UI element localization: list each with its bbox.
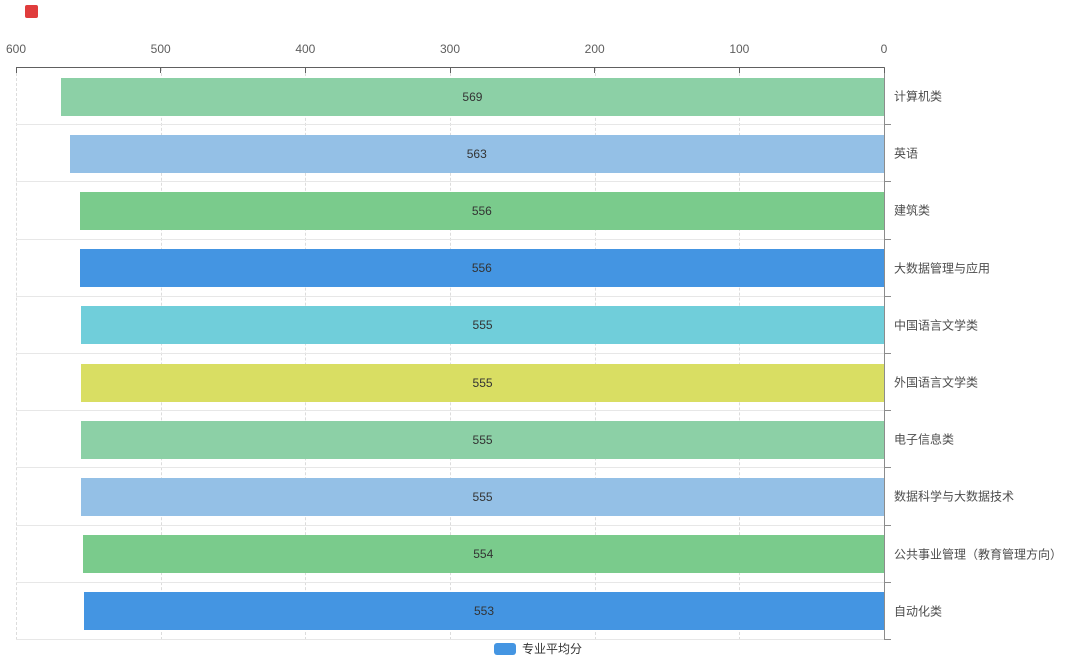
x-axis-tick-mark xyxy=(449,68,451,73)
category-label: 英语 xyxy=(894,146,919,161)
bar-row: 556 建筑类 xyxy=(16,182,930,240)
bar-row: 555 数据科学与大数据技术 xyxy=(16,468,1014,526)
category-label: 中国语言文学类 xyxy=(894,318,979,333)
gridline xyxy=(16,68,17,640)
bar: 556 xyxy=(79,191,884,230)
x-axis-tick-mark xyxy=(15,68,17,73)
bar: 555 xyxy=(81,363,884,402)
bar-value-label: 569 xyxy=(462,89,483,104)
plot-area: 569 计算机类 563 英语 556 建筑类 556 大数据管理与应用 555 中国语言文学类 5… xyxy=(15,67,1062,641)
gridline xyxy=(450,68,451,640)
bar: 556 xyxy=(79,249,884,288)
bar-value-label: 555 xyxy=(472,375,493,390)
x-axis-tick-mark xyxy=(304,68,306,73)
gridline xyxy=(594,68,596,640)
x-axis-tick-mark xyxy=(594,68,596,73)
bar-row: 555 外国语言文学类 xyxy=(16,354,978,412)
bar-row: 555 电子信息类 xyxy=(16,411,954,469)
x-axis-tick-label: 0 xyxy=(880,42,888,56)
bar-value-label: 556 xyxy=(471,203,492,218)
bar-rows: 569 计算机类 563 英语 556 建筑类 556 大数据管理与应用 555 中国语言文学类 5… xyxy=(16,68,1062,641)
bar: 563 xyxy=(69,134,884,173)
gridline xyxy=(305,68,307,640)
bar-value-label: 563 xyxy=(466,146,487,161)
red-square-marker xyxy=(25,5,38,18)
bar-row: 563 英语 xyxy=(16,125,918,183)
legend-item[interactable]: 专业平均分 xyxy=(494,642,582,656)
x-axis-tick-label: 200 xyxy=(584,42,605,56)
x-axis-tick-label: 100 xyxy=(729,42,750,56)
category-label: 电子信息类 xyxy=(894,432,955,447)
x-axis-tick-label: 400 xyxy=(295,42,316,56)
x-axis-tick-label: 600 xyxy=(5,42,27,56)
bar-value-label: 553 xyxy=(473,604,495,619)
category-label: 建筑类 xyxy=(894,203,931,218)
bar: 554 xyxy=(82,535,884,574)
bar: 555 xyxy=(81,306,884,345)
x-axis-tick-label: 300 xyxy=(439,42,461,56)
bar-row: 555 中国语言文学类 xyxy=(16,297,978,355)
gridline xyxy=(739,68,741,640)
bar: 553 xyxy=(84,592,884,631)
bar-value-label: 555 xyxy=(472,318,493,333)
bar-value-label: 556 xyxy=(471,261,492,276)
category-label: 计算机类 xyxy=(894,89,943,104)
category-label: 外国语言文学类 xyxy=(894,375,979,390)
legend-label: 专业平均分 xyxy=(522,642,583,656)
x-axis-tick-mark xyxy=(883,68,885,73)
bar: 555 xyxy=(81,420,884,459)
bar-value-label: 555 xyxy=(472,489,493,504)
legend-swatch xyxy=(494,643,516,655)
gridline xyxy=(160,68,162,640)
category-label: 数据科学与大数据技术 xyxy=(894,489,1015,504)
bar-value-label: 554 xyxy=(473,547,494,562)
bar-row: 569 计算机类 xyxy=(16,68,942,126)
x-axis-tick-label: 500 xyxy=(150,42,171,56)
bar-row: 553 自动化类 xyxy=(16,583,942,641)
category-label: 公共事业管理（教育管理方向） xyxy=(894,547,1063,562)
bar-value-label: 555 xyxy=(472,432,493,447)
category-label: 大数据管理与应用 xyxy=(894,261,991,276)
bar-row: 554 公共事业管理（教育管理方向） xyxy=(16,526,1062,583)
bar: 555 xyxy=(81,477,884,516)
bar: 569 xyxy=(60,77,884,116)
x-axis-tick-mark xyxy=(160,68,162,73)
category-label: 自动化类 xyxy=(894,604,943,619)
bar-row: 556 大数据管理与应用 xyxy=(16,240,990,297)
x-axis-tick-mark xyxy=(738,68,740,73)
